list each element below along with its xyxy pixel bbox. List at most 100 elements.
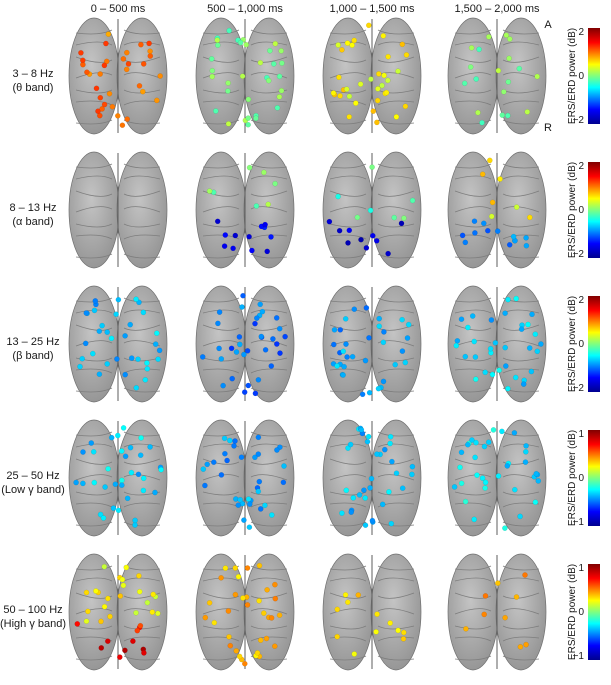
right-hemisphere xyxy=(116,17,168,135)
gyrus-line xyxy=(123,234,161,240)
gyrus-line xyxy=(123,521,161,527)
gyrus-line xyxy=(329,119,367,125)
electrode-dot xyxy=(336,227,343,234)
electrode-dot xyxy=(409,471,415,478)
electrode-dot xyxy=(340,372,346,378)
electrode-dot xyxy=(232,232,239,239)
electrode-dot xyxy=(373,629,379,635)
electrode-dot xyxy=(133,385,140,391)
gyrus-line xyxy=(502,41,540,46)
electrode-dot xyxy=(232,565,239,571)
electrode-dot xyxy=(506,55,512,62)
electrode-dot xyxy=(105,595,111,602)
gyrus-line xyxy=(75,163,113,169)
gyrus-line xyxy=(454,175,492,180)
electrode-dot xyxy=(334,633,340,640)
electrode-dot xyxy=(101,101,108,108)
electrode-dot xyxy=(137,622,144,629)
electrode-dot xyxy=(331,327,338,333)
left-hemisphere xyxy=(322,151,374,269)
electrode-dot xyxy=(100,515,107,521)
brain-panel-r1-c2 xyxy=(322,151,422,269)
electrode-dot xyxy=(473,76,479,82)
electrode-dot xyxy=(241,389,248,395)
electrode-dot xyxy=(376,315,382,322)
electrode-dot xyxy=(492,340,499,346)
colorbar-max: 2 xyxy=(578,295,584,306)
electrode-dot xyxy=(255,434,262,441)
electrode-dot xyxy=(473,376,479,382)
gyrus-line xyxy=(123,190,161,197)
electrode-dot xyxy=(502,310,508,316)
right-marker: R xyxy=(544,122,552,134)
electrode-dot xyxy=(237,341,243,348)
electrode-dot xyxy=(158,466,164,473)
electrode-dot xyxy=(103,58,110,65)
row-freq-0: 3 – 8 Hz xyxy=(13,68,54,80)
gyrus-line xyxy=(123,636,161,642)
gyrus-line xyxy=(377,100,415,106)
electrode-dot xyxy=(507,36,513,42)
electrode-dot xyxy=(471,516,477,523)
electrode-dot xyxy=(364,438,371,445)
electrode-dot xyxy=(249,247,255,254)
electrode-dot xyxy=(512,374,519,381)
gyrus-line xyxy=(202,29,240,35)
electrode-dot xyxy=(363,245,370,251)
gyrus-line xyxy=(454,368,492,374)
electrode-dot xyxy=(272,643,278,649)
colorbar-min: −2 xyxy=(573,249,585,260)
electrode-dot xyxy=(404,335,411,341)
column-header-3: 1,500 – 2,000 ms xyxy=(454,3,540,15)
electrode-dot xyxy=(206,600,213,606)
colorbar-4: 1 0 −1 ERS/ERD power (dB) xyxy=(567,563,600,662)
electrode-dot xyxy=(374,611,380,617)
electrode-dot xyxy=(349,42,355,48)
electrode-dot xyxy=(208,56,215,62)
electrode-dot xyxy=(482,369,488,376)
gyrus-line xyxy=(123,502,161,508)
electrode-dot xyxy=(383,89,390,96)
gyrus-line xyxy=(502,29,540,35)
row-band-4: (High γ band) xyxy=(0,618,66,630)
electrode-dot xyxy=(272,581,278,588)
electrode-dot xyxy=(216,345,222,352)
electrode-dot xyxy=(226,27,232,34)
gyrus-line xyxy=(250,234,288,240)
gyrus-line xyxy=(502,357,540,362)
electrode-dot xyxy=(122,371,128,378)
electrode-dot xyxy=(403,52,410,58)
gyrus-line xyxy=(377,565,415,571)
gyrus-line xyxy=(454,431,492,437)
electrode-dot xyxy=(225,88,231,94)
electrode-dot xyxy=(202,614,209,621)
electrode-dot xyxy=(78,50,84,56)
gyrus-line xyxy=(502,100,540,106)
electrode-dot xyxy=(101,62,108,69)
colorbar-gradient xyxy=(588,564,600,660)
gyrus-line xyxy=(123,89,161,94)
electrode-dot xyxy=(495,67,502,74)
gyrus-line xyxy=(202,206,240,213)
gyrus-line xyxy=(202,56,240,63)
electrode-dot xyxy=(472,454,478,461)
left-hemisphere xyxy=(195,419,247,537)
electrode-dot xyxy=(351,651,358,657)
gyrus-line xyxy=(202,387,240,393)
electrode-dot xyxy=(120,582,127,589)
gyrus-line xyxy=(454,387,492,393)
electrode-dot xyxy=(133,296,139,302)
electrode-dot xyxy=(395,627,401,634)
left-hemisphere xyxy=(195,151,247,269)
row-band-0: (θ band) xyxy=(13,82,54,94)
gyrus-line xyxy=(202,625,240,630)
electrode-dot xyxy=(361,487,367,493)
row-freq-4: 50 – 100 Hz xyxy=(3,604,62,616)
gyrus-line xyxy=(202,100,240,106)
electrode-dot xyxy=(128,469,135,476)
electrode-dot xyxy=(471,218,478,224)
electrode-dot xyxy=(501,89,507,95)
electrode-dot xyxy=(381,72,387,79)
electrode-dot xyxy=(409,197,416,204)
electrode-dot xyxy=(517,644,524,650)
